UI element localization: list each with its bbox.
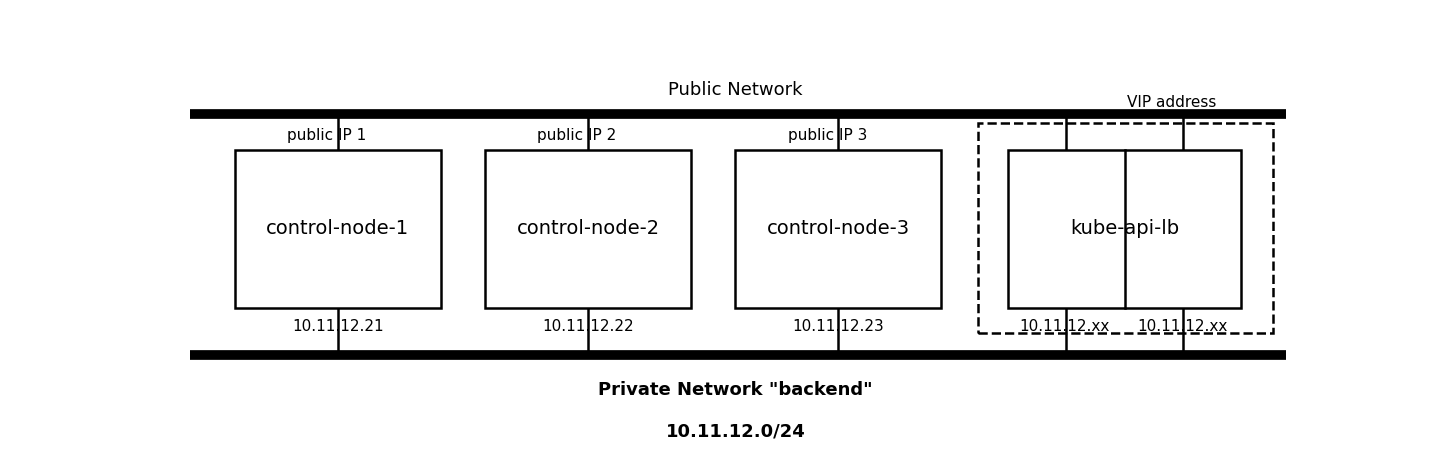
Text: 10.11.12.21: 10.11.12.21 — [293, 319, 383, 333]
Bar — [735, 150, 941, 307]
Bar — [977, 123, 1273, 333]
Text: control-node-3: control-node-3 — [766, 219, 910, 238]
Text: control-node-2: control-node-2 — [517, 219, 660, 238]
Text: 10.11.12.xx: 10.11.12.xx — [1019, 319, 1109, 333]
Text: 10.11.12.22: 10.11.12.22 — [542, 319, 634, 333]
Text: VIP address: VIP address — [1126, 95, 1215, 110]
Text: 10.11.12.xx: 10.11.12.xx — [1138, 319, 1228, 333]
Text: public IP 1: public IP 1 — [287, 128, 366, 143]
Text: public IP 3: public IP 3 — [788, 128, 867, 143]
Bar — [485, 150, 692, 307]
Text: 10.11.12.23: 10.11.12.23 — [792, 319, 884, 333]
Text: kube-api-lb: kube-api-lb — [1071, 219, 1180, 238]
Text: public IP 2: public IP 2 — [537, 128, 617, 143]
Bar — [235, 150, 441, 307]
Bar — [1007, 150, 1241, 307]
Text: control-node-1: control-node-1 — [267, 219, 409, 238]
Text: Private Network "backend": Private Network "backend" — [598, 380, 872, 399]
Text: 10.11.12.0/24: 10.11.12.0/24 — [666, 423, 805, 441]
Text: Public Network: Public Network — [669, 81, 802, 99]
